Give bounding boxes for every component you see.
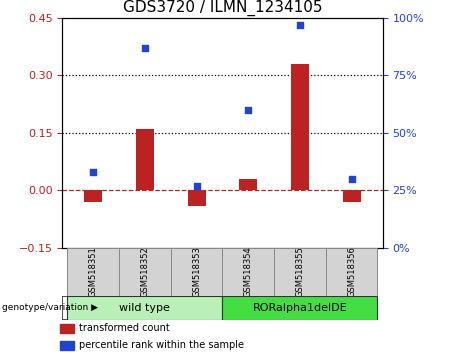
- Text: GSM518352: GSM518352: [141, 246, 149, 297]
- Bar: [136, 129, 154, 190]
- Title: GDS3720 / ILMN_1234105: GDS3720 / ILMN_1234105: [123, 0, 322, 16]
- Bar: [59, 341, 74, 350]
- FancyBboxPatch shape: [274, 248, 326, 296]
- FancyBboxPatch shape: [67, 296, 223, 320]
- Text: GSM518355: GSM518355: [296, 246, 304, 297]
- Bar: [84, 190, 102, 202]
- Point: [193, 183, 200, 188]
- Point: [141, 45, 148, 50]
- Point: [89, 169, 97, 175]
- Text: GSM518354: GSM518354: [244, 246, 253, 297]
- Bar: [188, 190, 206, 206]
- Point: [245, 107, 252, 113]
- FancyBboxPatch shape: [67, 248, 119, 296]
- FancyBboxPatch shape: [223, 248, 274, 296]
- Bar: [59, 324, 74, 333]
- Text: genotype/variation ▶: genotype/variation ▶: [2, 303, 98, 313]
- Text: GSM518351: GSM518351: [89, 246, 98, 297]
- FancyBboxPatch shape: [119, 248, 171, 296]
- Point: [348, 176, 355, 182]
- Text: wild type: wild type: [119, 303, 171, 313]
- Text: GSM518356: GSM518356: [347, 246, 356, 297]
- Text: percentile rank within the sample: percentile rank within the sample: [79, 340, 244, 350]
- FancyBboxPatch shape: [223, 296, 378, 320]
- Bar: [291, 64, 309, 190]
- Text: GSM518353: GSM518353: [192, 246, 201, 297]
- FancyBboxPatch shape: [326, 248, 378, 296]
- FancyBboxPatch shape: [171, 248, 223, 296]
- Bar: [239, 179, 257, 190]
- Text: transformed count: transformed count: [79, 324, 170, 333]
- Bar: [343, 190, 361, 202]
- Point: [296, 22, 304, 27]
- Text: RORalpha1delDE: RORalpha1delDE: [253, 303, 347, 313]
